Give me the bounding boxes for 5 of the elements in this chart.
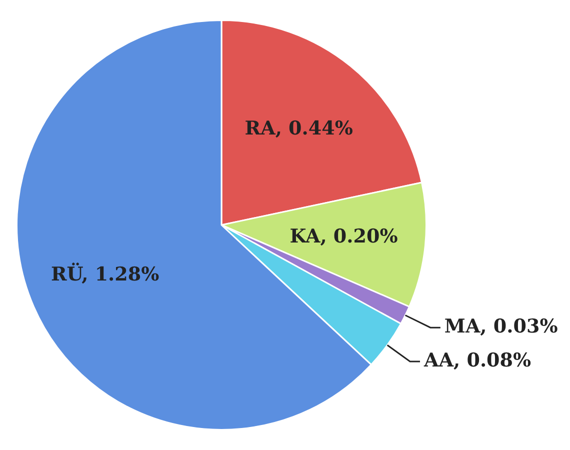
slice-label: RÜ, 1.28% xyxy=(50,262,160,286)
slice-label: AA, 0.08% xyxy=(423,349,532,372)
slice-label: MA, 0.03% xyxy=(444,316,558,338)
slice-label: KA, 0.20% xyxy=(290,225,398,248)
slice-label: RA, 0.44% xyxy=(244,117,353,140)
